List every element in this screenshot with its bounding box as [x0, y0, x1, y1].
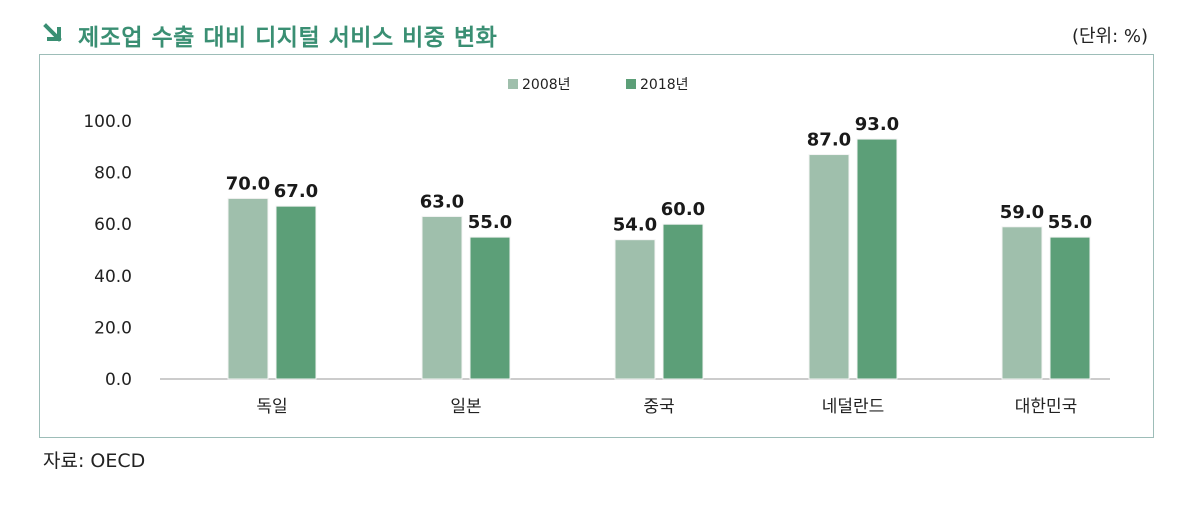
- chart-title: 제조업 수출 대비 디지털 서비스 비중 변화: [78, 25, 498, 51]
- legend-label: 2008년: [522, 77, 571, 93]
- data-label: 70.0: [226, 173, 270, 194]
- arrow-down-right-icon: [43, 23, 62, 42]
- data-label: 55.0: [1048, 212, 1092, 233]
- data-label: 63.0: [420, 191, 464, 212]
- y-tick-label: 0.0: [105, 370, 132, 390]
- title-row: 제조업 수출 대비 디지털 서비스 비중 변화 (단위: %): [42, 12, 1152, 52]
- source-note: 자료: OECD: [43, 450, 146, 472]
- x-category-label: 중국: [643, 397, 674, 417]
- data-label: 87.0: [807, 130, 851, 151]
- legend-swatch: [508, 79, 518, 89]
- x-category-label: 대한민국: [1015, 397, 1078, 417]
- y-tick-label: 40.0: [94, 267, 132, 287]
- data-label: 60.0: [661, 199, 705, 220]
- bar-2018년-독일: [275, 205, 317, 380]
- x-category-label: 네덜란드: [822, 397, 885, 417]
- y-tick-label: 20.0: [94, 318, 132, 338]
- x-category-label: 독일: [256, 397, 287, 417]
- bar-2008년-중국: [614, 239, 656, 380]
- bar-2008년-네덜란드: [808, 154, 850, 380]
- unit-label: (단위: %): [1071, 26, 1148, 47]
- bar-2008년-대한민국: [1001, 226, 1043, 380]
- bar-2008년-독일: [227, 197, 269, 380]
- data-label: 59.0: [1000, 202, 1044, 223]
- legend-swatch: [626, 79, 636, 89]
- y-tick-label: 60.0: [94, 215, 132, 235]
- data-label: 67.0: [274, 181, 318, 202]
- y-tick-label: 100.0: [83, 112, 132, 132]
- legend-label: 2018년: [640, 77, 689, 93]
- bar-2008년-일본: [421, 215, 463, 380]
- bar-2018년-중국: [662, 223, 704, 380]
- data-label: 93.0: [855, 114, 899, 135]
- bar-2018년-일본: [469, 236, 511, 380]
- data-label: 54.0: [613, 215, 657, 236]
- bar-2018년-네덜란드: [856, 138, 898, 380]
- data-label: 55.0: [468, 212, 512, 233]
- x-category-label: 일본: [450, 397, 481, 417]
- bar-2018년-대한민국: [1049, 236, 1091, 380]
- y-tick-label: 80.0: [94, 164, 132, 184]
- chart-frame: 0.0 20.0 40.0 60.0 80.0 100.0 70.0 63.0 54.0 87.0…: [39, 54, 1154, 438]
- bar-chart: 0.0 20.0 40.0 60.0 80.0 100.0 70.0 63.0 54.0 87.0…: [83, 77, 1110, 417]
